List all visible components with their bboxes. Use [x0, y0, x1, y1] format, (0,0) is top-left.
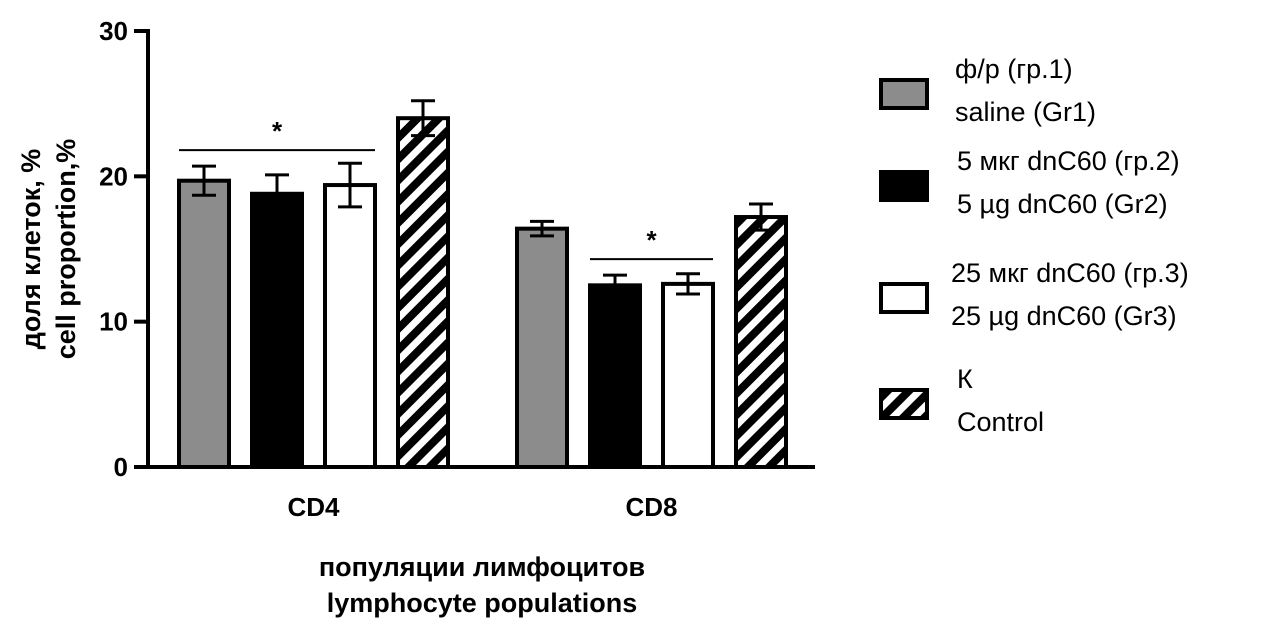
- bar: [250, 191, 304, 469]
- significance-marker: *: [272, 116, 283, 146]
- bar: [734, 215, 788, 469]
- legend: ф/р (гр.1) saline (Gr1) 5 мкг dnC60 (гр.2)…: [879, 54, 1189, 437]
- y-axis-title-line: доля клеток, %: [16, 149, 46, 350]
- significance-marker: *: [646, 225, 657, 255]
- bar: [323, 183, 377, 469]
- x-tick-label: CD4: [287, 492, 340, 522]
- x-axis-title-line: популяции лимфоцитов: [319, 552, 645, 582]
- legend-label-line: 25 мкг dnC60 (гр.3): [951, 258, 1189, 288]
- y-tick-label: 30: [99, 16, 128, 46]
- legend-label-line: 5 мкг dnC60 (гр.2): [957, 146, 1180, 176]
- y-axis-title-line: cell proportion,%: [51, 139, 81, 360]
- bar: [177, 178, 231, 469]
- legend-swatch: [879, 388, 929, 420]
- legend-label-line: К: [957, 364, 973, 394]
- legend-label-line: 5 µg dnC60 (Gr2): [957, 189, 1168, 219]
- y-tick-label: 10: [99, 307, 128, 337]
- y-tick-label: 0: [114, 452, 128, 482]
- legend-label-line: Control: [957, 407, 1044, 437]
- bar: [588, 283, 642, 470]
- legend-label: К Control: [957, 364, 1044, 437]
- y-axis-title: доля клеток, % cell proportion,%: [16, 139, 81, 360]
- legend-swatch: [879, 282, 929, 314]
- legend-label-line: 25 µg dnC60 (Gr3): [951, 301, 1177, 331]
- bars: CD4 CD8: [177, 99, 788, 522]
- legend-label: ф/р (гр.1) saline (Gr1): [955, 54, 1096, 127]
- axis-labels: популяции лимфоцитов lymphocyte populatio…: [16, 139, 645, 618]
- legend-label-line: ф/р (гр.1): [955, 54, 1073, 84]
- bar: [515, 226, 569, 469]
- x-tick-label: CD8: [625, 492, 677, 522]
- legend-swatch: [879, 78, 929, 110]
- legend-label-line: saline (Gr1): [955, 97, 1096, 127]
- bar: [396, 116, 450, 469]
- x-axis-title-line: lymphocyte populations: [327, 588, 638, 618]
- bar: [661, 281, 715, 469]
- x-axis-title: популяции лимфоцитов lymphocyte populatio…: [319, 552, 645, 618]
- y-tick-label: 20: [99, 161, 128, 191]
- legend-swatch: [879, 170, 929, 202]
- legend-label: 25 мкг dnC60 (гр.3) 25 µg dnC60 (Gr3): [951, 258, 1189, 331]
- significance-annotations: **: [179, 116, 713, 261]
- legend-label: 5 мкг dnC60 (гр.2) 5 µg dnC60 (Gr2): [957, 146, 1180, 219]
